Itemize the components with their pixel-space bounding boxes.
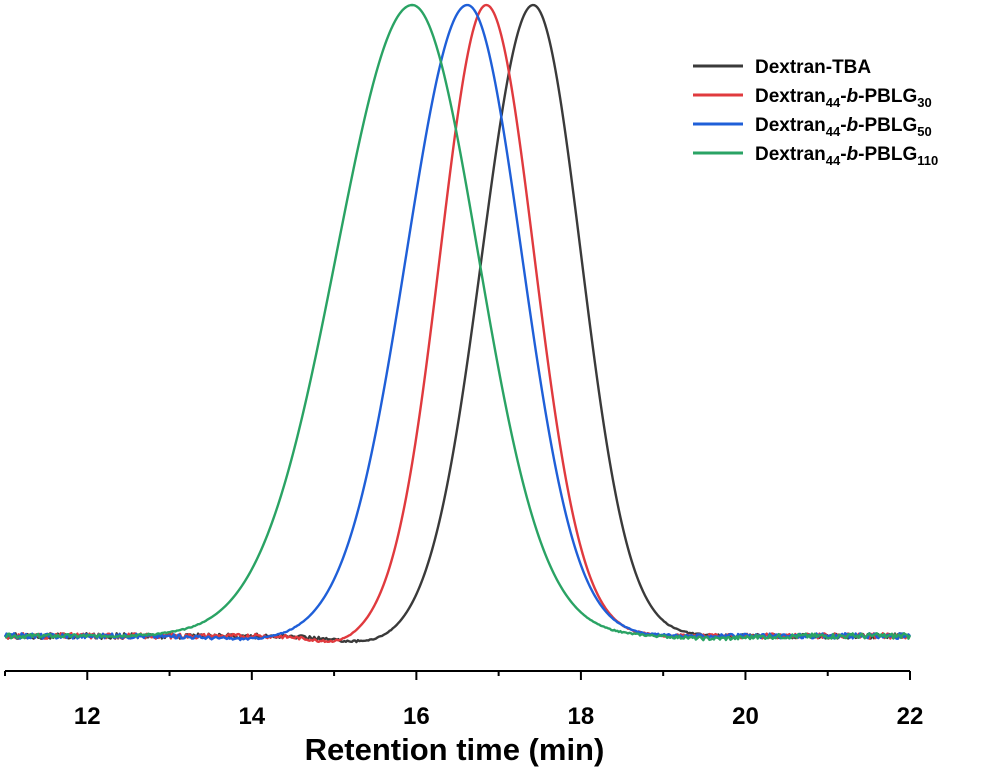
x-tick-label: 20 [732, 703, 759, 730]
series-line [4, 3, 912, 642]
legend-dash: - [840, 86, 846, 107]
legend-base: Dextran [755, 86, 826, 107]
legend-dash: - [840, 144, 846, 165]
legend-subscript: 30 [917, 95, 931, 110]
legend-subscript: 50 [917, 124, 931, 139]
legend-tail: -PBLG [858, 115, 917, 136]
legend-subscript: 44 [826, 95, 841, 110]
x-ticks-group: 12 14 16 18 20 22 [4, 671, 924, 730]
legend-label: Dextran44-b-PBLG50 [755, 115, 932, 139]
legend-subscript: 44 [826, 124, 841, 139]
legend-label: Dextran44-b-PBLG30 [755, 86, 932, 110]
legend-dash: - [840, 115, 846, 136]
x-tick-label: 18 [568, 703, 595, 730]
legend-italic: b [847, 86, 859, 107]
x-tick-label: 12 [74, 703, 101, 730]
x-tick-label: 14 [238, 703, 265, 730]
x-tick-label: 22 [897, 703, 924, 730]
legend-italic: b [847, 115, 859, 136]
x-axis-title: Retention time (min) [305, 732, 605, 767]
curves-group [3, 3, 912, 644]
legend: Dextran-TBADextran44-b-PBLG30Dextran44-b… [693, 57, 938, 168]
legend-tail: -PBLG [858, 86, 917, 107]
legend-tail: -PBLG [858, 144, 917, 165]
x-tick-label: 16 [403, 703, 430, 730]
legend-label: Dextran44-b-PBLG110 [755, 144, 938, 168]
legend-label: Dextran-TBA [755, 57, 871, 78]
legend-base: Dextran [755, 115, 826, 136]
legend-subscript: 44 [826, 153, 841, 168]
legend-subscript: 110 [917, 153, 938, 168]
legend-base: Dextran-TBA [755, 57, 871, 78]
legend-base: Dextran [755, 144, 826, 165]
legend-italic: b [847, 144, 859, 165]
